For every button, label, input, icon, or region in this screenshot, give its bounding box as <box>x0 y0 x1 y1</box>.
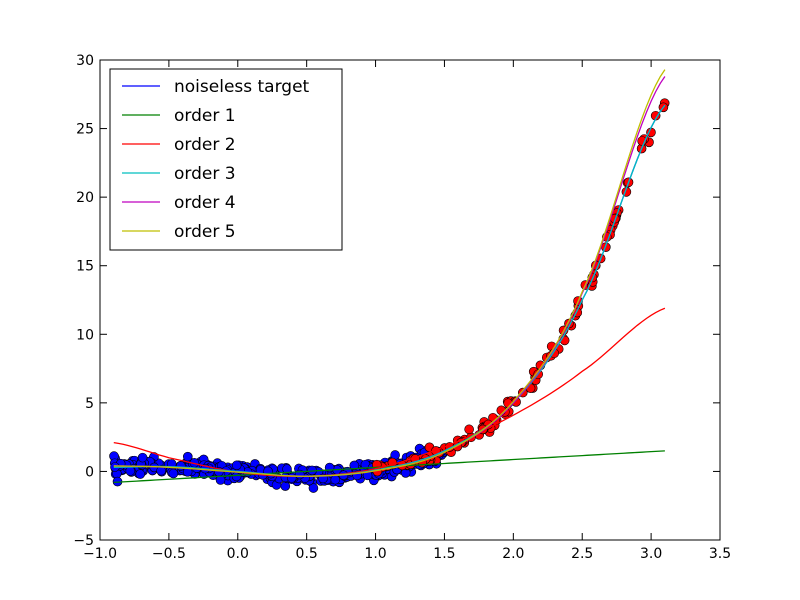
y-tick-label: 0 <box>85 464 94 480</box>
red-sample-point <box>464 424 474 435</box>
series-line-order-3 <box>113 104 666 477</box>
blue-sample-point <box>135 469 146 479</box>
axes-frame <box>99 59 721 541</box>
y-tick-label: 15 <box>76 259 94 275</box>
blue-sample-point <box>330 474 341 485</box>
blue-sample-point <box>215 475 226 485</box>
legend-label: order 4 <box>174 193 236 213</box>
legend-label: order 2 <box>174 135 236 155</box>
blue-sample-point <box>125 466 136 476</box>
x-tick-label: 2.5 <box>571 546 593 562</box>
series-line-order-2 <box>113 307 666 477</box>
x-tick-label: 3.5 <box>709 546 731 562</box>
blue-sample-point <box>168 468 179 479</box>
legend-label: order 5 <box>174 222 236 242</box>
y-tick-label: 10 <box>76 327 94 343</box>
legend-label: noiseless target <box>174 77 310 97</box>
x-tick-label: 1.0 <box>364 546 386 562</box>
y-tick-label: −5 <box>73 533 94 549</box>
legend-label: order 1 <box>174 106 236 126</box>
y-tick-label: 30 <box>76 53 94 69</box>
y-tick-label: 25 <box>76 122 94 138</box>
legend-box <box>109 68 343 251</box>
x-tick-label: 0.5 <box>296 546 318 562</box>
series-line-order-5 <box>113 69 666 477</box>
blue-sample-point <box>308 483 319 493</box>
x-tick-label: −0.5 <box>152 546 186 562</box>
y-tick-label: 5 <box>85 396 94 412</box>
x-tick-label: 2.0 <box>502 546 524 562</box>
x-tick-label: 1.5 <box>433 546 455 562</box>
blue-sample-point <box>137 452 148 463</box>
x-tick-label: −1.0 <box>83 546 117 562</box>
blue-sample-point <box>231 460 242 471</box>
blue-sample-point <box>349 460 360 471</box>
series-line-order-1 <box>113 450 665 484</box>
x-tick-label: 3.0 <box>640 546 662 562</box>
legend-label: order 3 <box>174 164 236 184</box>
blue-sample-point <box>286 473 297 483</box>
x-tick-label: 0.0 <box>227 546 249 562</box>
blue-sample-point <box>282 464 292 474</box>
y-tick-label: 20 <box>76 190 94 206</box>
